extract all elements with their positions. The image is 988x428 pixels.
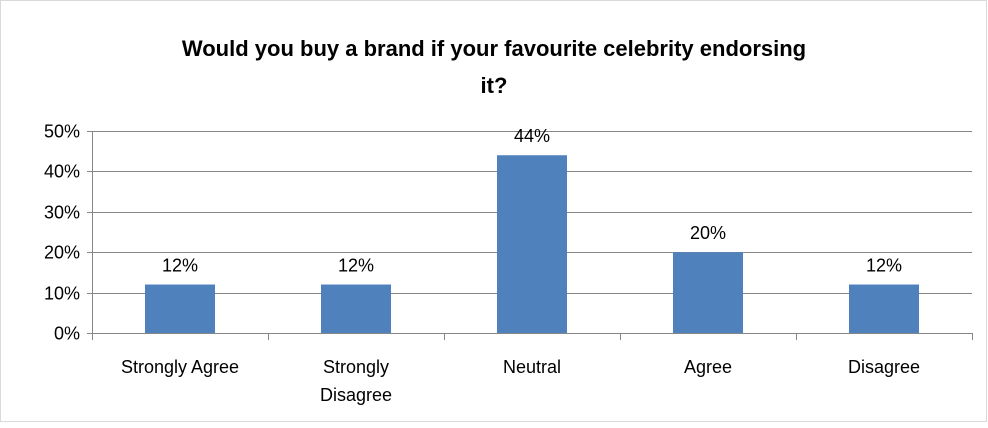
bar-2 <box>321 284 391 333</box>
data-label-1: 12% <box>162 256 198 276</box>
bar-3 <box>497 155 567 333</box>
labels: 0% 10% 20% 30% 40% 50% 12% Strongly Agree 12% Str… <box>44 122 920 406</box>
y-tick-label-0: 0% <box>54 324 80 344</box>
bar-1 <box>145 284 215 333</box>
y-tick-label-10: 10% <box>44 284 80 304</box>
data-label-3: 44% <box>514 126 550 146</box>
category-label-3: Neutral <box>503 357 561 377</box>
axes <box>87 131 973 340</box>
category-label-1: Strongly Agree <box>121 357 239 377</box>
y-tick-label-50: 50% <box>44 122 80 142</box>
y-tick-label-40: 40% <box>44 162 80 182</box>
chart-title-line-2: it? <box>481 73 508 98</box>
y-tick-label-20: 20% <box>44 243 80 263</box>
data-label-4: 20% <box>690 223 726 243</box>
bar-5 <box>849 284 919 333</box>
category-label-2-line-1: Strongly <box>323 357 389 377</box>
y-tick-label-30: 30% <box>44 203 80 223</box>
data-label-2: 12% <box>338 256 374 276</box>
category-label-4: Agree <box>684 357 732 377</box>
data-label-5: 12% <box>866 256 902 276</box>
bars <box>145 155 919 333</box>
category-label-5: Disagree <box>848 357 920 377</box>
chart-title-line-1: Would you buy a brand if your favourite … <box>182 36 806 61</box>
bar-4 <box>673 252 743 333</box>
category-label-2-line-2: Disagree <box>320 385 392 405</box>
